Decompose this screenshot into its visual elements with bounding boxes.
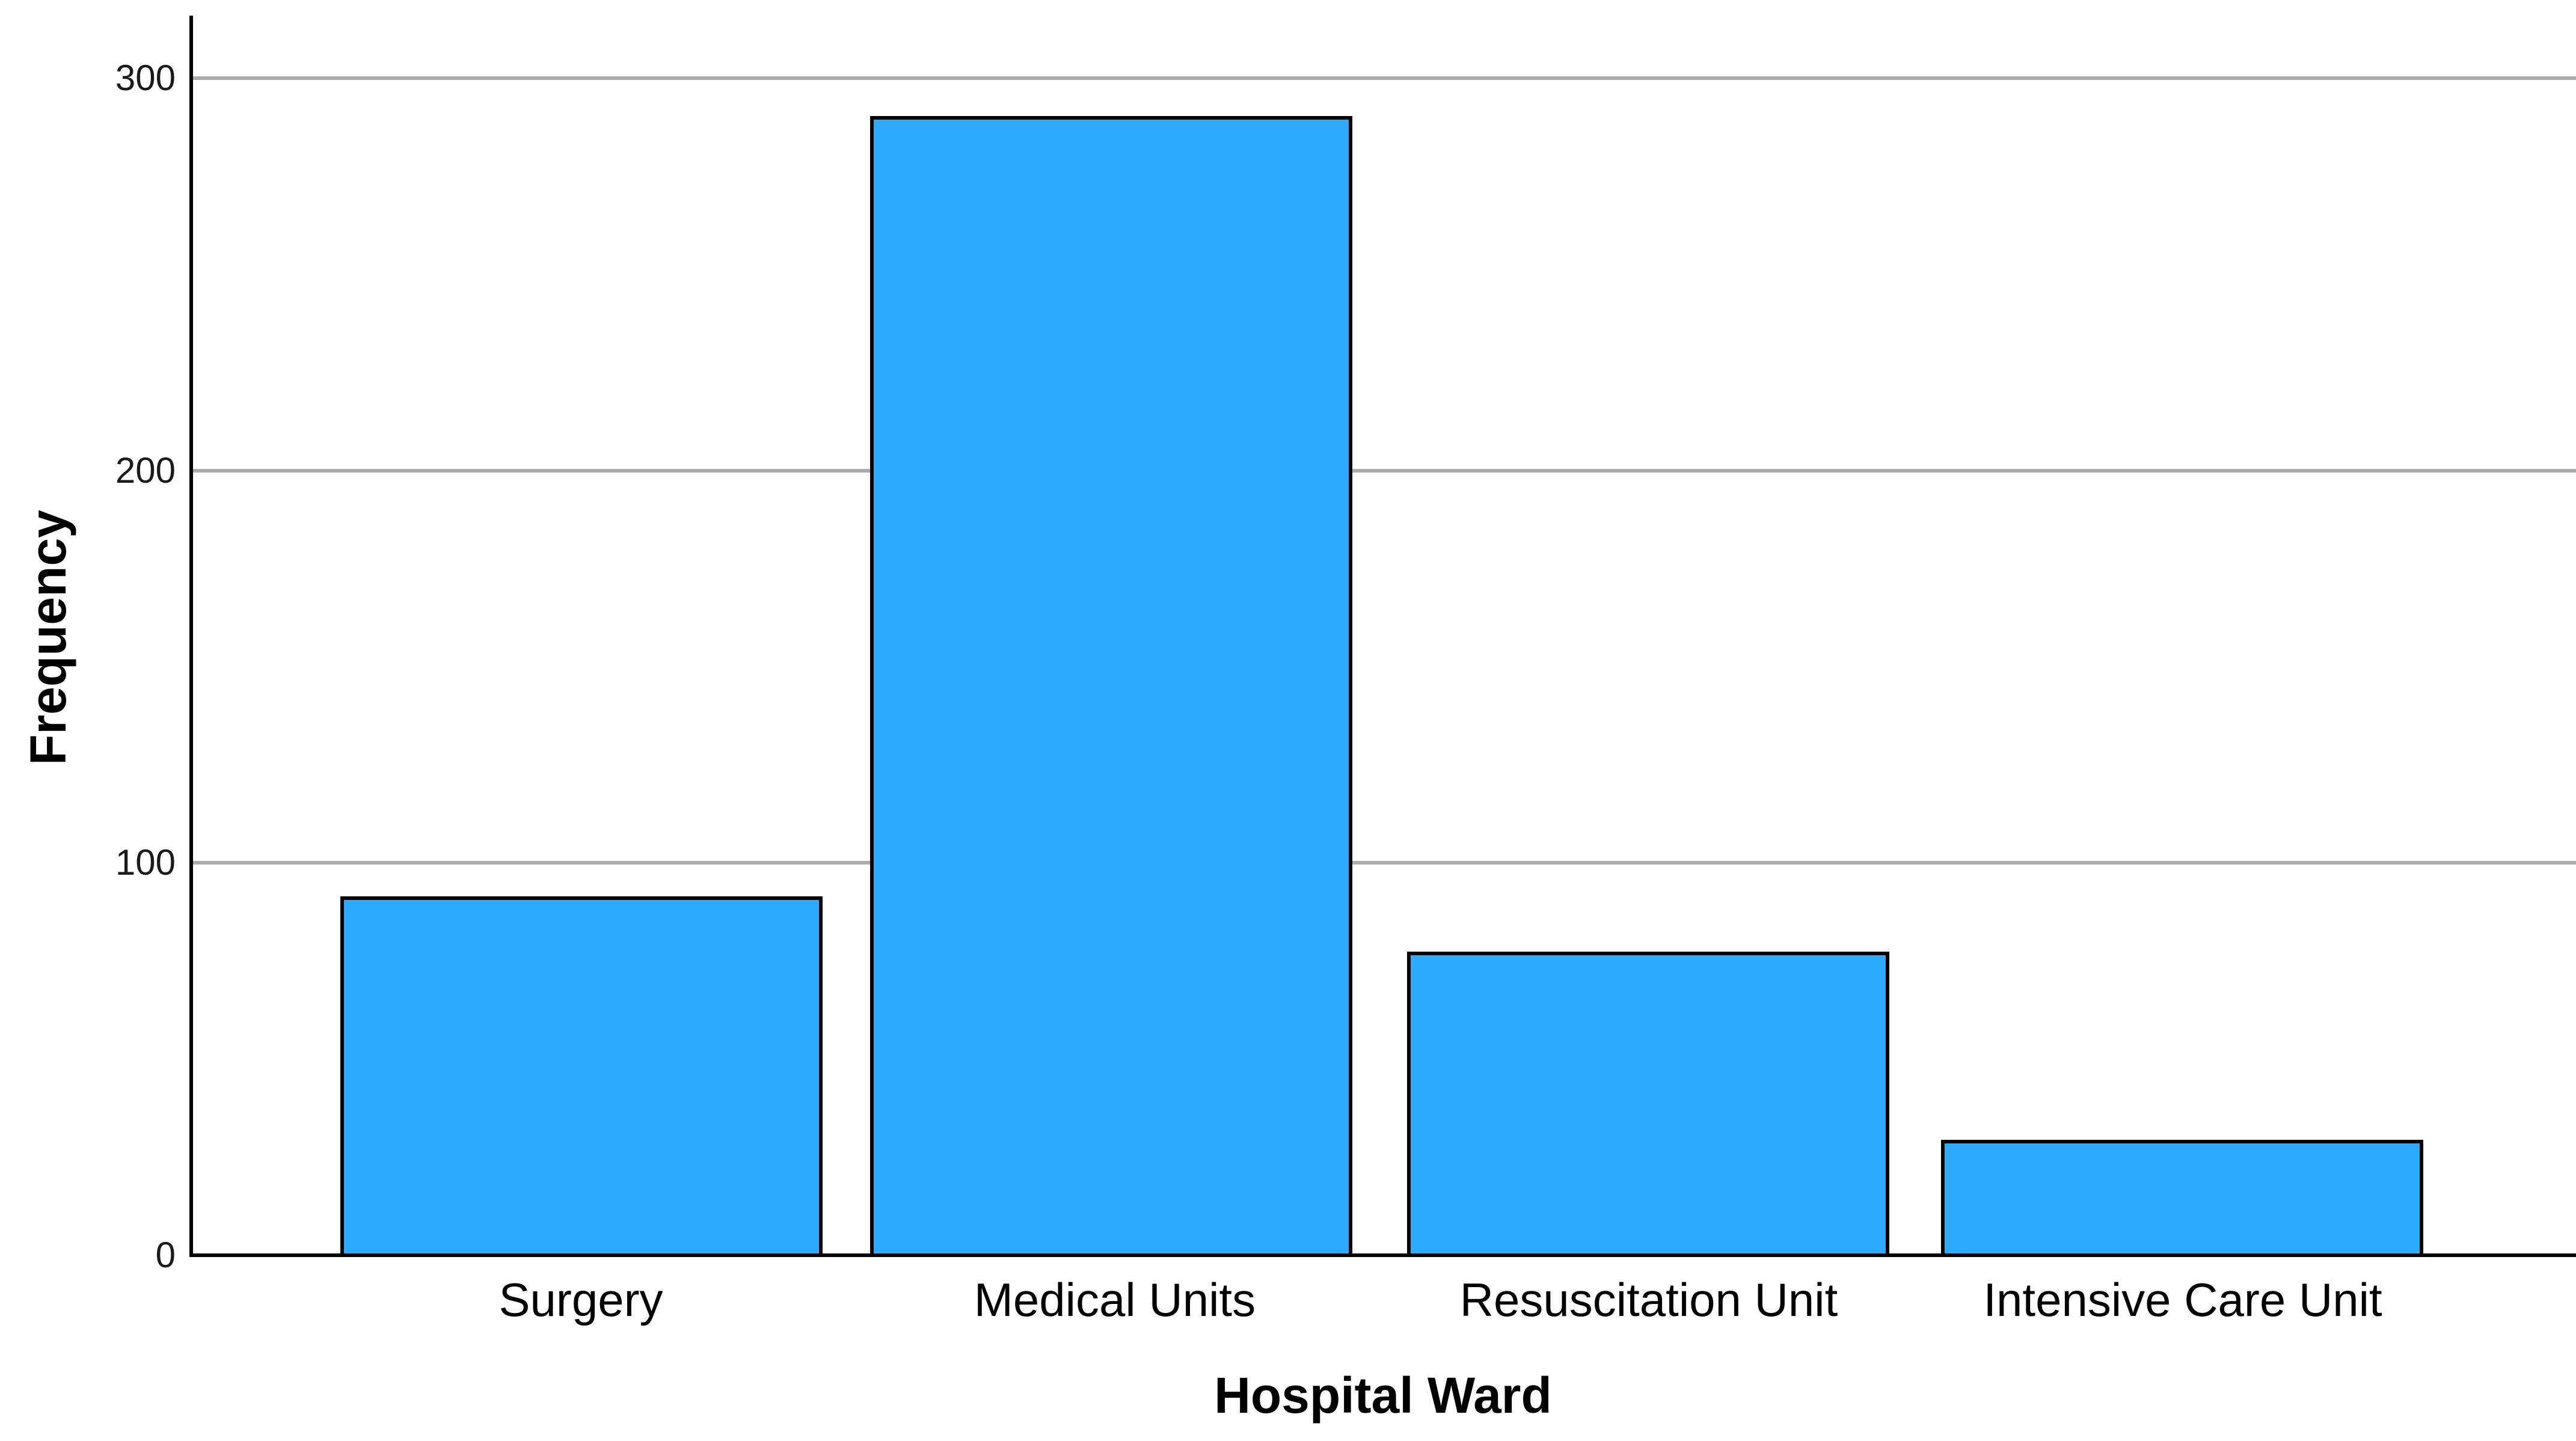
y-tick-0: 0 bbox=[155, 1235, 176, 1275]
bar-medical-units bbox=[870, 116, 1352, 1257]
x-category-label-intensive-care-unit: Intensive Care Unit bbox=[1983, 1273, 2382, 1326]
bar-resuscitation-unit bbox=[1407, 952, 1889, 1257]
y-axis-line bbox=[189, 16, 193, 1257]
x-category-label-resuscitation-unit: Resuscitation Unit bbox=[1459, 1273, 1838, 1326]
y-tick-300: 300 bbox=[115, 58, 176, 98]
y-tick-200: 200 bbox=[115, 450, 176, 491]
y-tick-100: 100 bbox=[115, 842, 176, 883]
y-axis-title-container: Frequency bbox=[0, 337, 96, 938]
x-category-label-medical-units: Medical Units bbox=[974, 1273, 1256, 1326]
bar-intensive-care-unit bbox=[1941, 1140, 2423, 1257]
x-axis-title: Hospital Ward bbox=[1214, 1367, 1552, 1424]
x-category-label-surgery: Surgery bbox=[498, 1273, 663, 1326]
gridline-300 bbox=[193, 76, 2576, 80]
gridline-200 bbox=[193, 469, 2576, 473]
bar-surgery bbox=[340, 896, 823, 1257]
x-axis-line bbox=[189, 1253, 2576, 1257]
y-axis-title: Frequency bbox=[19, 509, 76, 765]
gridline-100 bbox=[193, 861, 2576, 864]
